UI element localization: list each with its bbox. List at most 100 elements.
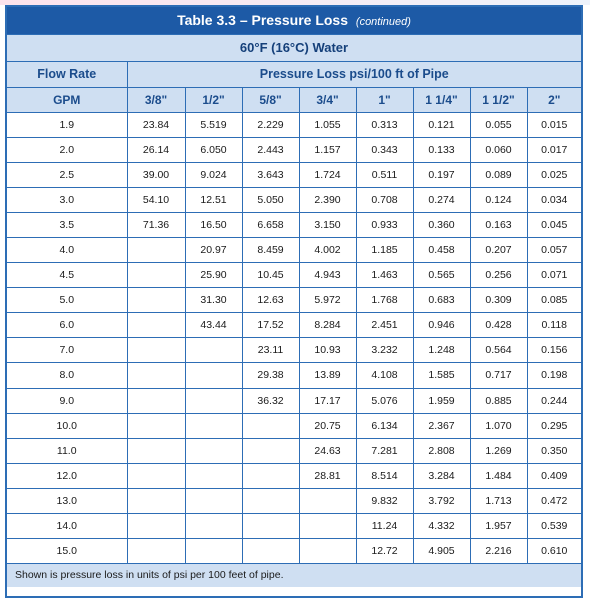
pressure-loss-cell bbox=[184, 538, 242, 564]
pressure-loss-cell bbox=[126, 236, 185, 263]
pressure-loss-cell: 39.00 bbox=[126, 161, 185, 188]
pressure-loss-cell: 0.360 bbox=[412, 211, 470, 238]
pressure-loss-cell: 0.017 bbox=[526, 136, 582, 163]
pressure-loss-cell: 0.309 bbox=[469, 287, 527, 313]
pressure-loss-cell: 12.63 bbox=[241, 287, 299, 313]
pressure-loss-cell: 17.17 bbox=[298, 387, 356, 414]
pressure-loss-cell bbox=[184, 337, 242, 363]
table-subtitle: 60°F (16°C) Water bbox=[7, 33, 582, 61]
pressure-loss-cell bbox=[126, 462, 185, 489]
pressure-loss-cell: 2.229 bbox=[241, 111, 299, 138]
pressure-loss-cell: 2.216 bbox=[469, 538, 527, 564]
gpm-cell: 5.0 bbox=[7, 287, 127, 313]
pressure-loss-cell: 26.14 bbox=[126, 136, 185, 163]
column-group-header-row: Flow Rate Pressure Loss psi/100 ft of Pi… bbox=[7, 60, 582, 87]
pressure-loss-cell bbox=[184, 487, 242, 514]
pressure-loss-cell: 0.565 bbox=[412, 262, 470, 288]
pressure-loss-cell: 20.97 bbox=[184, 236, 242, 263]
table-row: 5.0 31.30 12.63 5.972 1.768 0.683 0.309 0.085 bbox=[7, 287, 582, 313]
pressure-loss-cell: 4.905 bbox=[412, 538, 470, 564]
pressure-loss-cell: 25.90 bbox=[184, 262, 242, 288]
pressure-loss-cell: 0.085 bbox=[526, 287, 582, 313]
pressure-loss-cell: 8.514 bbox=[355, 462, 413, 489]
pressure-loss-cell bbox=[126, 512, 185, 539]
pressure-loss-cell bbox=[184, 362, 242, 389]
pipe-size-header: 3/4" bbox=[298, 86, 356, 112]
pressure-loss-table: Table 3.3 – Pressure Loss (continued) 60… bbox=[7, 7, 582, 587]
gpm-cell: 4.5 bbox=[7, 262, 127, 288]
gpm-cell: 15.0 bbox=[7, 538, 127, 564]
pressure-loss-cell: 6.050 bbox=[184, 136, 242, 163]
table-row: 8.0 29.38 13.89 4.108 1.585 0.717 0.198 bbox=[7, 362, 582, 389]
pressure-loss-cell: 6.134 bbox=[355, 412, 413, 439]
pressure-loss-cell bbox=[126, 312, 185, 338]
pressure-loss-cell: 0.133 bbox=[412, 136, 470, 163]
pressure-loss-cell: 9.024 bbox=[184, 161, 242, 188]
pressure-loss-cell: 0.244 bbox=[526, 387, 582, 414]
gpm-cell: 8.0 bbox=[7, 362, 127, 389]
pressure-loss-cell: 31.30 bbox=[184, 287, 242, 313]
pressure-loss-table-frame: Table 3.3 – Pressure Loss (continued) 60… bbox=[5, 5, 583, 598]
pressure-loss-cell: 4.002 bbox=[298, 236, 356, 263]
pressure-loss-cell: 1.463 bbox=[355, 262, 413, 288]
pressure-loss-cell: 0.885 bbox=[469, 387, 527, 414]
pressure-loss-cell: 4.332 bbox=[412, 512, 470, 539]
table-row: 12.0 28.81 8.514 3.284 1.484 0.409 bbox=[7, 462, 582, 489]
pressure-loss-cell: 2.390 bbox=[298, 186, 356, 213]
pressure-loss-cell bbox=[126, 487, 185, 514]
pressure-loss-cell: 0.933 bbox=[355, 211, 413, 238]
pressure-loss-cell: 2.443 bbox=[241, 136, 299, 163]
pressure-loss-cell: 0.946 bbox=[412, 312, 470, 338]
pressure-loss-cell: 0.343 bbox=[355, 136, 413, 163]
table-row: 14.0 11.24 4.332 1.957 0.539 bbox=[7, 512, 582, 539]
pressure-loss-cell: 12.72 bbox=[355, 538, 413, 564]
pressure-loss-cell: 1.957 bbox=[469, 512, 527, 539]
pressure-loss-cell: 0.025 bbox=[526, 161, 582, 188]
pressure-loss-cell: 1.157 bbox=[298, 136, 356, 163]
pressure-loss-cell: 0.197 bbox=[412, 161, 470, 188]
pressure-loss-cell: 0.409 bbox=[526, 462, 582, 489]
pressure-loss-cell: 0.564 bbox=[469, 337, 527, 363]
pressure-loss-cell: 3.284 bbox=[412, 462, 470, 489]
gpm-cell: 2.5 bbox=[7, 161, 127, 188]
pressure-loss-cell: 0.124 bbox=[469, 186, 527, 213]
pressure-loss-cell: 23.11 bbox=[241, 337, 299, 363]
table-title: Table 3.3 – Pressure Loss bbox=[177, 12, 349, 29]
pressure-loss-cell: 0.198 bbox=[526, 362, 582, 389]
pressure-loss-cell: 0.256 bbox=[469, 262, 527, 288]
gpm-cell: 12.0 bbox=[7, 462, 127, 489]
pressure-loss-cell: 8.459 bbox=[241, 236, 299, 263]
pressure-loss-cell bbox=[126, 437, 185, 464]
pressure-loss-cell: 1.185 bbox=[355, 236, 413, 263]
table-row: 9.0 36.32 17.17 5.076 1.959 0.885 0.244 bbox=[7, 387, 582, 414]
pressure-loss-cell bbox=[126, 337, 185, 363]
pressure-loss-cell: 29.38 bbox=[241, 362, 299, 389]
gpm-cell: 3.5 bbox=[7, 211, 127, 238]
pipe-size-header: 3/8" bbox=[126, 86, 185, 112]
pressure-loss-cell: 3.643 bbox=[241, 161, 299, 188]
gpm-cell: 2.0 bbox=[7, 136, 127, 163]
pressure-loss-cell: 0.118 bbox=[526, 312, 582, 338]
pressure-loss-cell: 1.055 bbox=[298, 111, 356, 138]
pressure-loss-cell bbox=[126, 362, 185, 389]
gpm-cell: 11.0 bbox=[7, 437, 127, 464]
pressure-loss-cell bbox=[184, 462, 242, 489]
pressure-loss-cell bbox=[126, 287, 185, 313]
footnote-row: Shown is pressure loss in units of psi p… bbox=[7, 563, 582, 587]
pressure-loss-cell: 16.50 bbox=[184, 211, 242, 238]
gpm-cell: 7.0 bbox=[7, 337, 127, 363]
pressure-loss-cell bbox=[298, 487, 356, 514]
table-row: 10.0 20.75 6.134 2.367 1.070 0.295 bbox=[7, 412, 582, 439]
pressure-loss-cell: 0.089 bbox=[469, 161, 527, 188]
pressure-loss-cell: 1.724 bbox=[298, 161, 356, 188]
pressure-loss-cell: 17.52 bbox=[241, 312, 299, 338]
pipe-size-header: 5/8" bbox=[241, 86, 299, 112]
pipe-size-header: 1 1/2" bbox=[469, 86, 527, 112]
flow-rate-header: Flow Rate bbox=[7, 60, 128, 87]
pressure-loss-cell: 0.034 bbox=[526, 186, 582, 213]
pressure-loss-cell: 5.050 bbox=[241, 186, 299, 213]
table-data-body: 1.9 23.84 5.519 2.229 1.055 0.313 0.121 0.055 0.… bbox=[7, 111, 582, 564]
pressure-loss-cell: 7.281 bbox=[355, 437, 413, 464]
table-title-row: Table 3.3 – Pressure Loss (continued) bbox=[7, 7, 582, 34]
pressure-loss-cell: 28.81 bbox=[298, 462, 356, 489]
